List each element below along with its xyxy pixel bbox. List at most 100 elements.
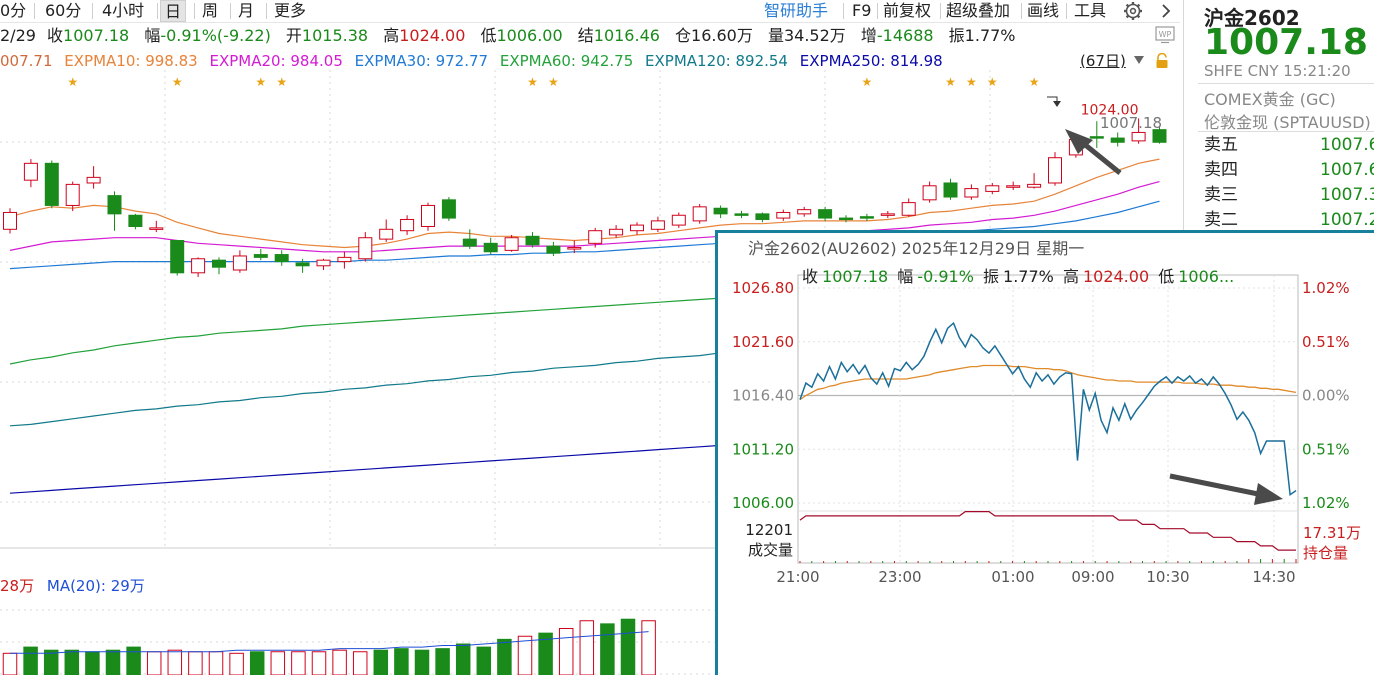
candle-body[interactable] bbox=[985, 185, 1000, 192]
related-london-gold-link[interactable]: 伦敦金现 (SPTAUUSD) bbox=[1204, 113, 1371, 132]
period-tab-week[interactable]: 周 bbox=[202, 1, 219, 20]
period-tab-minute[interactable]: 0分 bbox=[0, 1, 27, 20]
volume-bar[interactable] bbox=[476, 646, 492, 675]
tools-button[interactable]: 工具 bbox=[1074, 1, 1107, 20]
volume-bar[interactable] bbox=[188, 651, 203, 675]
candle-body[interactable] bbox=[1131, 131, 1146, 142]
candle-body[interactable] bbox=[1006, 185, 1021, 188]
candle-body[interactable] bbox=[734, 213, 749, 216]
candle-body[interactable] bbox=[755, 213, 770, 220]
volume-bar[interactable] bbox=[64, 649, 80, 675]
candle-body[interactable] bbox=[400, 218, 415, 232]
event-star-marker[interactable]: ★ bbox=[255, 75, 266, 89]
candle-body[interactable] bbox=[1027, 183, 1042, 188]
ask-row[interactable]: 卖三 1007.3 bbox=[1204, 183, 1374, 208]
event-star-marker[interactable]: ★ bbox=[527, 75, 538, 89]
range-selector[interactable]: (67日) bbox=[1080, 52, 1126, 70]
ask-row[interactable]: 卖四 1007.6 bbox=[1204, 158, 1374, 183]
intraday-popup[interactable]: 1026.80 1.02% 1021.60 0.51% 1016.40 0.00% 1011… bbox=[715, 230, 1374, 675]
candle-body[interactable] bbox=[483, 242, 498, 253]
lock-icon[interactable] bbox=[1155, 53, 1169, 69]
candle-body[interactable] bbox=[358, 237, 373, 260]
volume-bar[interactable] bbox=[538, 632, 553, 675]
candle-body[interactable] bbox=[671, 214, 686, 226]
ask-row[interactable]: 卖五 1007.6 bbox=[1204, 133, 1374, 158]
volume-bar[interactable] bbox=[517, 635, 533, 675]
candle-body[interactable] bbox=[1110, 137, 1125, 143]
candle-body[interactable] bbox=[692, 206, 707, 222]
candle-body[interactable] bbox=[421, 204, 435, 227]
candle-body[interactable] bbox=[588, 230, 603, 244]
candle-body[interactable] bbox=[149, 227, 164, 230]
candle-body[interactable] bbox=[964, 188, 979, 198]
candle-body[interactable] bbox=[191, 258, 206, 274]
volume-bar[interactable] bbox=[126, 646, 141, 675]
draw-line-button[interactable]: 画线 bbox=[1027, 1, 1060, 20]
candle-body[interactable] bbox=[128, 214, 143, 227]
super-overlay-button[interactable]: 超级叠加 bbox=[946, 1, 1011, 20]
event-star-marker[interactable]: ★ bbox=[276, 75, 287, 89]
candle-body[interactable] bbox=[943, 182, 958, 198]
candle-body[interactable] bbox=[776, 211, 791, 219]
volume-bar[interactable] bbox=[435, 648, 450, 675]
candle-body[interactable] bbox=[23, 162, 38, 181]
event-star-marker[interactable]: ★ bbox=[172, 75, 183, 89]
candle-body[interactable] bbox=[65, 183, 80, 206]
volume-bar[interactable] bbox=[414, 649, 430, 675]
candle-body[interactable] bbox=[797, 209, 812, 215]
candle-body[interactable] bbox=[107, 195, 122, 215]
caret-down-icon[interactable] bbox=[1133, 54, 1145, 66]
candle-body[interactable] bbox=[1152, 129, 1167, 143]
event-star-marker[interactable]: ★ bbox=[987, 75, 998, 89]
volume-bar[interactable] bbox=[291, 651, 306, 675]
volume-bar[interactable] bbox=[2, 652, 18, 675]
candle-body[interactable] bbox=[232, 255, 247, 271]
volume-bar[interactable] bbox=[229, 652, 244, 675]
candle-body[interactable] bbox=[859, 216, 874, 219]
volume-bar[interactable] bbox=[455, 643, 471, 675]
candle-body[interactable] bbox=[337, 256, 352, 263]
volume-bar[interactable] bbox=[270, 651, 286, 675]
volume-bar[interactable] bbox=[620, 618, 636, 675]
period-tab-4hour[interactable]: 4小时 bbox=[102, 1, 145, 20]
period-tab-more[interactable]: 更多 bbox=[274, 1, 307, 20]
candle-body[interactable] bbox=[1048, 157, 1062, 184]
period-tab-60min[interactable]: 60分 bbox=[45, 1, 82, 20]
candle-body[interactable] bbox=[3, 211, 17, 230]
window-pin-icon[interactable]: WP bbox=[1155, 26, 1175, 44]
event-star-marker[interactable]: ★ bbox=[966, 75, 977, 89]
candle-body[interactable] bbox=[650, 220, 665, 230]
volume-bar[interactable] bbox=[146, 651, 162, 675]
volume-bar[interactable] bbox=[332, 649, 347, 675]
volume-bar[interactable] bbox=[208, 651, 224, 675]
candle-body[interactable] bbox=[1089, 136, 1104, 139]
volume-bar[interactable] bbox=[641, 620, 656, 675]
candle-body[interactable] bbox=[880, 213, 895, 216]
event-star-marker[interactable]: ★ bbox=[945, 75, 956, 89]
candle-body[interactable] bbox=[316, 259, 331, 267]
candle-body[interactable] bbox=[567, 247, 582, 250]
volume-bar[interactable] bbox=[600, 623, 615, 675]
period-tab-month[interactable]: 月 bbox=[238, 1, 255, 20]
candle-body[interactable] bbox=[525, 235, 540, 246]
candle-body[interactable] bbox=[212, 259, 226, 268]
volume-bar[interactable] bbox=[311, 651, 327, 675]
candle-body[interactable] bbox=[713, 207, 728, 215]
candle-body[interactable] bbox=[44, 162, 59, 206]
volume-bar[interactable] bbox=[373, 649, 389, 675]
candle-body[interactable] bbox=[295, 262, 310, 267]
f9-button[interactable]: F9 bbox=[852, 1, 872, 20]
volume-bar[interactable] bbox=[558, 628, 574, 675]
candle-body[interactable] bbox=[504, 237, 519, 251]
event-star-marker[interactable]: ★ bbox=[862, 75, 873, 89]
candle-body[interactable] bbox=[839, 217, 853, 221]
candle-body[interactable] bbox=[86, 176, 101, 184]
event-star-marker[interactable]: ★ bbox=[67, 75, 78, 89]
candle-body[interactable] bbox=[441, 199, 456, 219]
candle-body[interactable] bbox=[546, 245, 561, 254]
volume-bar[interactable] bbox=[497, 638, 512, 675]
candle-body[interactable] bbox=[818, 209, 833, 219]
chevron-right-icon[interactable] bbox=[1156, 1, 1176, 21]
research-assistant-button[interactable]: 智研助手 bbox=[764, 1, 829, 20]
related-comex-gold-link[interactable]: COMEX黄金 (GC) bbox=[1204, 90, 1336, 109]
